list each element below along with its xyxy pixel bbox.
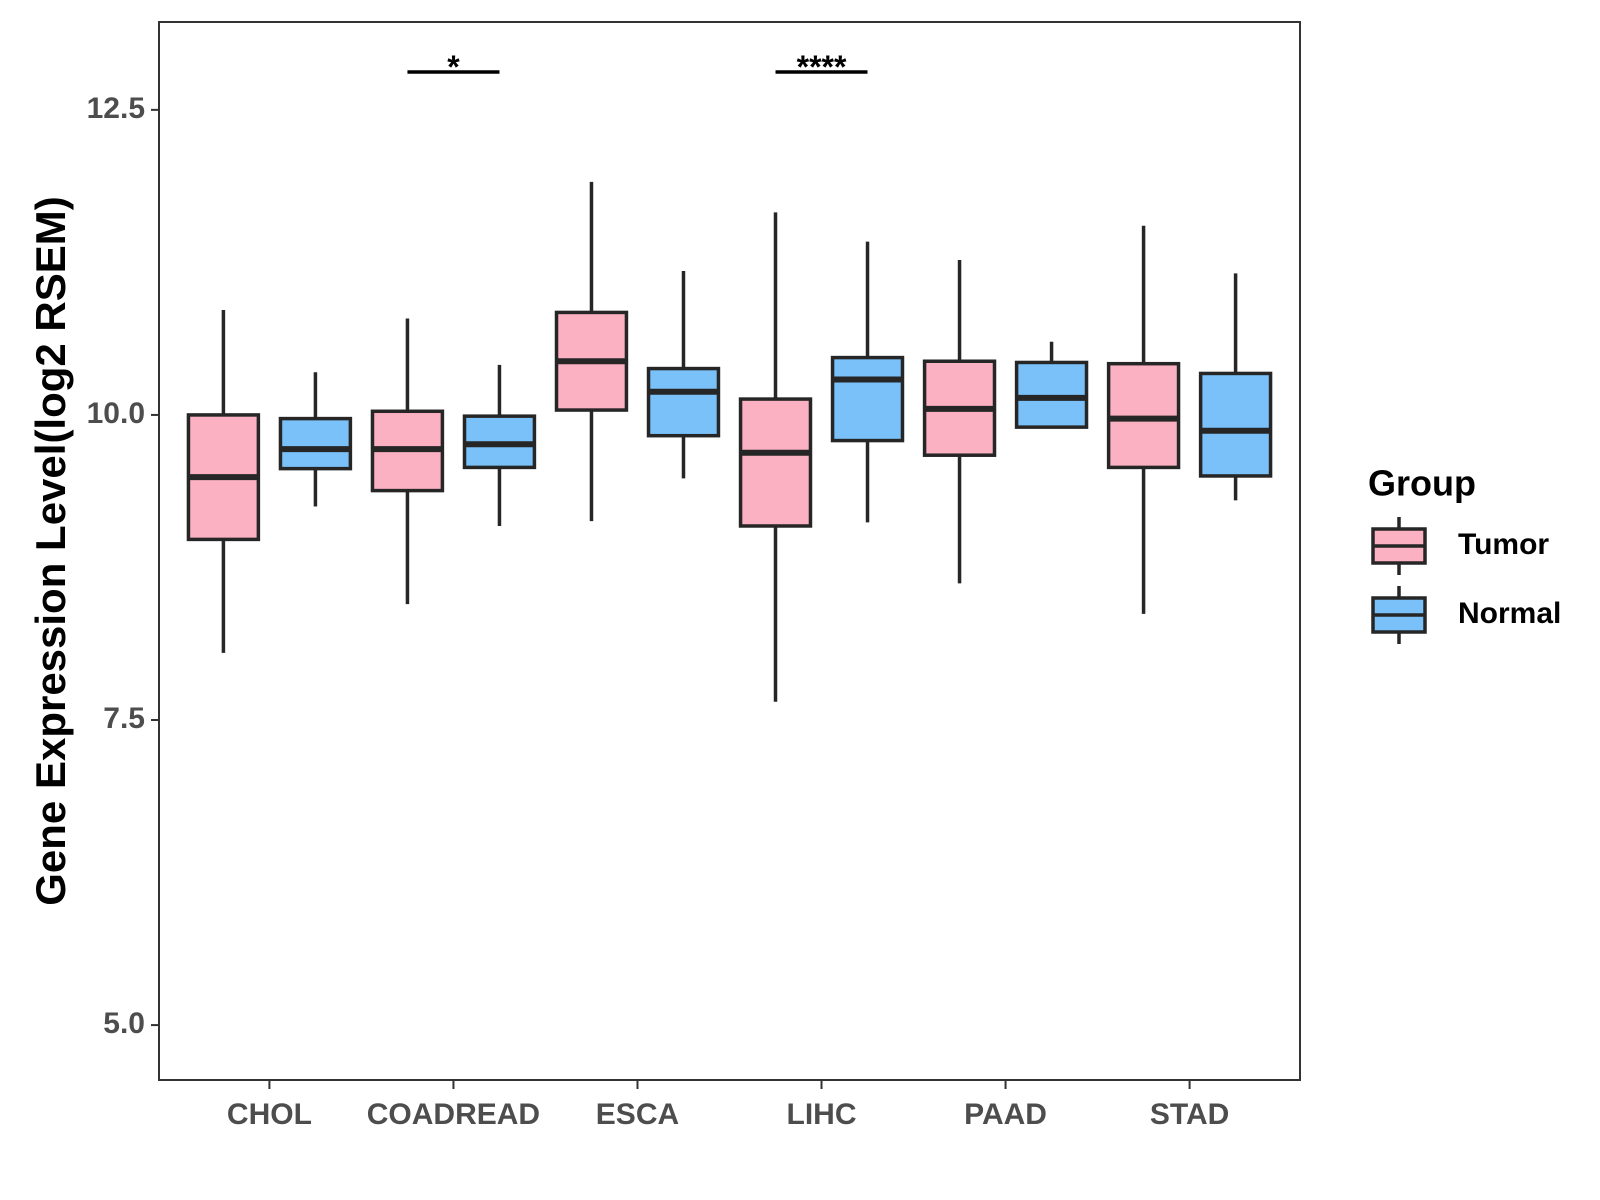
legend-label: Tumor (1458, 528, 1549, 561)
x-tick-label: STAD (1150, 1098, 1229, 1131)
x-tick-label: CHOL (227, 1098, 312, 1131)
y-tick-label: 12.5 (87, 92, 145, 125)
box-normal-chol (278, 372, 353, 507)
box-tumor-coadread (370, 318, 445, 605)
box-normal-lihc (830, 241, 905, 523)
box-normal-stad (1198, 273, 1273, 501)
box-iqr (1106, 361, 1181, 470)
box-normal-paad (1014, 341, 1089, 429)
x-tick-label: LIHC (787, 1098, 857, 1131)
box-iqr (646, 366, 721, 438)
y-tick-label: 7.5 (103, 702, 145, 735)
box-tumor-esca (554, 181, 629, 522)
legend-item-normal: Normal (1371, 586, 1561, 644)
y-axis: 5.0 7.5 10.0 12.5 (87, 92, 159, 1040)
significance-label: * (447, 49, 460, 85)
box-normal-esca (646, 270, 721, 479)
box-iqr (278, 416, 353, 471)
y-tick-label: 10.0 (87, 397, 145, 430)
box-iqr (1198, 371, 1273, 478)
box-tumor-stad (1106, 225, 1181, 614)
legend-label: Normal (1458, 597, 1561, 630)
box-iqr (830, 355, 905, 443)
significance-annotations: * **** (407, 49, 868, 85)
legend-item-tumor: Tumor (1371, 517, 1549, 575)
x-tick-label: COADREAD (367, 1098, 540, 1131)
x-tick-label: PAAD (964, 1098, 1047, 1131)
box-series (186, 181, 1273, 702)
x-axis: CHOL COADREAD ESCA LIHC PAAD STAD (227, 1080, 1229, 1131)
y-tick-label: 5.0 (103, 1007, 145, 1040)
panel-border (158, 21, 1301, 1081)
box-tumor-lihc (738, 212, 813, 702)
box-normal-coadread (462, 364, 537, 526)
significance-label: **** (797, 49, 847, 85)
legend-title: Group (1368, 463, 1476, 504)
box-tumor-paad (922, 259, 997, 584)
box-tumor-chol (186, 309, 261, 653)
y-axis-title: Gene Expression Level(log2 RSEM) (27, 196, 74, 906)
box-iqr (738, 397, 813, 528)
x-tick-label: ESCA (596, 1098, 679, 1131)
box-iqr (1014, 360, 1089, 429)
legend: Group Tumor Normal (1368, 463, 1561, 644)
